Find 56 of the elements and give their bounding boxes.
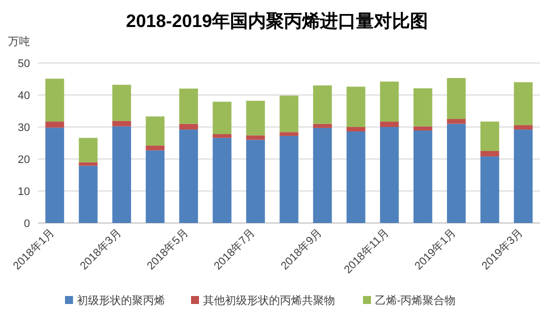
y-tick-label: 20 (18, 154, 30, 166)
legend-label: 初级形状的聚丙烯 (77, 294, 165, 307)
bar (346, 127, 366, 132)
bar (380, 82, 399, 122)
bar (446, 119, 466, 124)
y-tick-label: 40 (18, 90, 30, 102)
bar (146, 150, 165, 223)
bar (280, 96, 298, 132)
y-axis-title: 万吨 (8, 35, 30, 48)
bar (446, 78, 466, 119)
bar (112, 126, 132, 223)
y-tick-label: 0 (24, 218, 30, 230)
bar (413, 126, 432, 131)
bar (313, 124, 332, 128)
y-tick-label: 10 (18, 186, 30, 198)
bar (78, 138, 98, 162)
bar (146, 116, 165, 146)
bar (280, 136, 298, 223)
bar (78, 162, 98, 166)
bar (480, 156, 500, 223)
y-tick-label: 30 (18, 122, 30, 134)
bar (413, 130, 432, 223)
bar (212, 102, 232, 134)
chart-title: 2018-2019年国内聚丙烯进口量对比图 (126, 11, 428, 31)
legend-label: 乙烯-丙烯聚合物 (375, 294, 456, 307)
bar (179, 124, 198, 130)
bar (480, 122, 500, 151)
bar (346, 131, 366, 223)
bar (346, 86, 366, 127)
bar (212, 138, 232, 223)
bar (45, 122, 64, 128)
y-tick-label: 50 (18, 58, 30, 70)
bar (514, 130, 533, 223)
bar (446, 124, 466, 223)
bar (246, 135, 265, 140)
bar (45, 78, 64, 122)
bar (112, 120, 132, 126)
bar (179, 88, 198, 124)
bar (380, 122, 399, 127)
bar (146, 146, 165, 150)
bar (112, 84, 132, 121)
bar (380, 127, 399, 223)
bar (246, 100, 265, 136)
bar (78, 166, 98, 223)
bar (313, 85, 332, 124)
bar (514, 82, 533, 126)
bar (212, 134, 232, 138)
bar (280, 132, 298, 136)
bar (313, 128, 332, 223)
bar (179, 130, 198, 223)
bar (413, 88, 432, 126)
bar (514, 125, 533, 130)
bar (480, 151, 500, 156)
bar (246, 140, 265, 223)
legend-label: 其他初级形状的丙烯共聚物 (203, 294, 335, 307)
bar (45, 128, 64, 223)
